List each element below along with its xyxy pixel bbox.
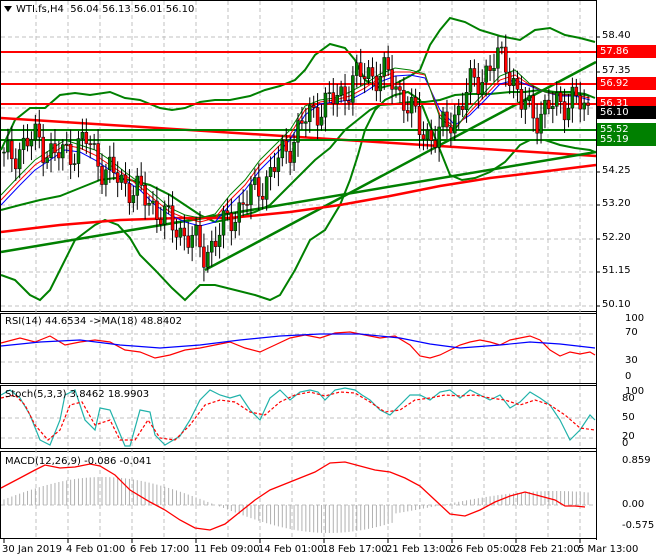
time-label: 11 Feb 09:00 <box>194 544 260 555</box>
time-label: 18 Feb 17:00 <box>322 544 388 555</box>
rsi-tick: 30 <box>625 355 638 366</box>
chart-header: WTI.fs,H4 56.04 56.13 56.01 56.10 <box>4 4 194 15</box>
price-tick: 52.20 <box>602 232 631 243</box>
resistance-tag: 56.92 <box>597 77 656 90</box>
vertical-grid <box>35 1 581 538</box>
rsi-label: RSI(14) 44.6534 ->MA(18) 48.8402 <box>5 316 182 327</box>
ma-red-long <box>0 163 597 234</box>
macd-tick: -0.575 <box>622 520 655 531</box>
time-label: 14 Feb 01:00 <box>258 544 324 555</box>
price-tick: 50.10 <box>602 299 631 310</box>
price-tick: 54.25 <box>602 165 631 176</box>
price-tick: 51.15 <box>602 265 631 276</box>
stoch-label: Stoch(5,3,3) 3.8462 18.9903 <box>5 389 150 400</box>
time-label: 4 Feb 01:00 <box>66 544 126 555</box>
macd-tick: 0.00 <box>622 499 645 510</box>
current-price-tag: 56.10 <box>597 106 656 119</box>
time-label: 21 Feb 13:00 <box>386 544 452 555</box>
time-axis-ticks <box>3 538 581 543</box>
rsi-tick: 70 <box>625 327 638 338</box>
rsi-lines <box>0 331 596 359</box>
time-label: 26 Feb 05:00 <box>450 544 516 555</box>
support-tag: 55.19 <box>597 133 656 146</box>
macd-tick: 0.859 <box>622 455 651 466</box>
resistance-tag: 57.86 <box>597 45 656 58</box>
stoch-lines <box>0 387 596 447</box>
ohlc-values: 56.04 56.13 56.01 56.10 <box>70 4 195 15</box>
rsi-tick: 0 <box>625 371 632 382</box>
stoch-tick: 100 <box>625 386 645 397</box>
triangle-down-icon[interactable] <box>4 6 12 12</box>
price-tick: 58.40 <box>602 30 631 41</box>
stoch-tick: 20 <box>622 431 635 442</box>
macd-signal-line <box>0 461 586 531</box>
ma-green-long <box>0 150 597 254</box>
price-axis-ticks <box>596 36 600 307</box>
macd-label: MACD(12,26,9) -0.086 -0.041 <box>5 456 152 467</box>
macd-histogram <box>3 477 589 533</box>
stoch-tick: 80 <box>622 393 635 404</box>
candlesticks[interactable] <box>2 34 590 282</box>
symbol-label: WTI.fs,H4 <box>16 4 64 15</box>
time-label: 28 Feb 21:00 <box>514 544 580 555</box>
rsi-tick: 100 <box>625 313 645 324</box>
time-label: 5 Mar 13:00 <box>578 544 639 555</box>
price-tick: 53.20 <box>602 198 631 209</box>
horizontal-grid <box>1 36 596 506</box>
support-tag: 55.52 <box>597 123 656 136</box>
time-label: 6 Feb 17:00 <box>130 544 190 555</box>
stoch-tick: 0 <box>622 438 629 449</box>
price-tick: 57.35 <box>602 65 631 76</box>
time-label: 30 Jan 2019 <box>2 544 62 555</box>
stoch-tick: 50 <box>622 412 635 423</box>
